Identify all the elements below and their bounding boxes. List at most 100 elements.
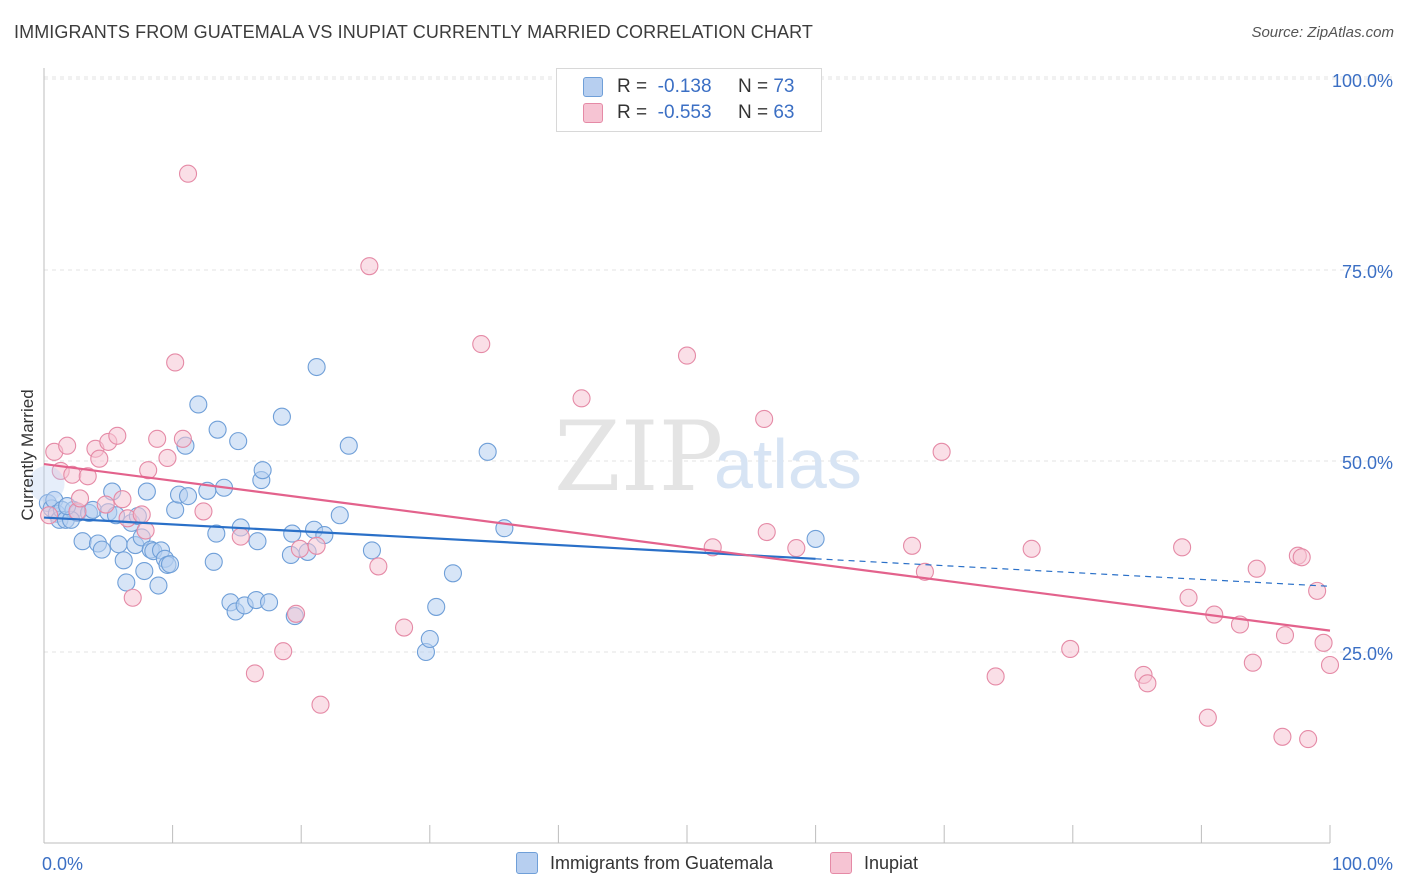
watermark-zip: ZIP bbox=[554, 401, 723, 513]
data-point bbox=[369, 557, 388, 576]
source-label: Source: ZipAtlas.com bbox=[1251, 24, 1394, 41]
data-point bbox=[40, 506, 59, 525]
data-point bbox=[160, 555, 180, 574]
data-point bbox=[478, 442, 497, 461]
legend-n-label: N = bbox=[737, 76, 769, 97]
series-swatch-inupiat bbox=[830, 852, 852, 874]
series-label-guatemala: Immigrants from Guatemala bbox=[550, 852, 774, 873]
data-point bbox=[136, 521, 155, 540]
data-point bbox=[572, 389, 591, 408]
data-point bbox=[1138, 674, 1157, 693]
data-point bbox=[1247, 559, 1266, 578]
data-point bbox=[1022, 539, 1041, 558]
data-point bbox=[1320, 655, 1340, 675]
data-point bbox=[70, 489, 90, 508]
data-point bbox=[108, 426, 127, 445]
y-tick-label: 100.0% bbox=[1332, 71, 1393, 91]
data-point bbox=[395, 618, 414, 637]
data-point bbox=[339, 436, 358, 455]
legend-row-inupiat: R = -0.553 N = 63 bbox=[583, 101, 794, 125]
data-point bbox=[259, 593, 279, 612]
data-point bbox=[986, 667, 1005, 686]
data-point bbox=[290, 539, 309, 558]
cluster-bubble bbox=[28, 465, 65, 502]
data-point bbox=[274, 642, 293, 661]
legend-n-value: 73 bbox=[773, 76, 795, 97]
x-tick-label: 100.0% bbox=[1332, 854, 1393, 874]
data-point bbox=[158, 448, 177, 467]
legend-n-label: N = bbox=[737, 102, 769, 123]
data-point bbox=[1173, 538, 1192, 557]
trend-line bbox=[43, 462, 1331, 632]
data-point bbox=[1179, 588, 1198, 607]
data-point bbox=[114, 551, 133, 570]
data-point bbox=[137, 482, 156, 501]
data-point bbox=[113, 490, 132, 509]
legend-r-label: R = bbox=[617, 102, 648, 123]
data-point bbox=[932, 442, 951, 461]
data-point bbox=[472, 335, 491, 354]
data-point bbox=[1292, 548, 1311, 567]
data-point bbox=[902, 536, 922, 555]
data-point bbox=[207, 524, 226, 543]
data-point bbox=[757, 523, 776, 542]
watermark-atlas: atlas bbox=[714, 425, 862, 503]
data-point bbox=[204, 552, 223, 571]
legend-swatch-guatemala bbox=[583, 77, 603, 97]
legend-row-guatemala: R = -0.138 N = 73 bbox=[583, 75, 794, 99]
legend-r-value: -0.553 bbox=[657, 102, 712, 123]
data-point bbox=[1273, 727, 1292, 746]
data-point bbox=[307, 357, 326, 377]
grid-lines bbox=[44, 76, 1392, 653]
series-swatch-guatemala bbox=[516, 852, 538, 874]
data-point bbox=[166, 353, 185, 372]
data-point bbox=[287, 604, 306, 623]
data-point bbox=[166, 500, 185, 519]
x-tick-label: 0.0% bbox=[42, 854, 83, 874]
data-point bbox=[58, 436, 77, 455]
data-point bbox=[132, 505, 151, 524]
data-point bbox=[109, 535, 128, 554]
legend-n-value: 63 bbox=[773, 102, 795, 123]
data-point bbox=[360, 257, 379, 276]
trend-line-extension bbox=[815, 558, 1331, 587]
data-point bbox=[1314, 633, 1333, 652]
data-point bbox=[272, 407, 291, 426]
data-point bbox=[307, 536, 326, 555]
series-label-inupiat: Inupiat bbox=[864, 852, 919, 873]
data-point bbox=[1275, 626, 1295, 645]
data-point bbox=[330, 506, 349, 525]
data-point bbox=[1308, 581, 1327, 600]
legend-r-value: -0.138 bbox=[657, 76, 712, 97]
data-point bbox=[92, 540, 111, 559]
data-point bbox=[173, 429, 192, 448]
legend-swatch-inupiat bbox=[583, 103, 603, 123]
trend-lines bbox=[43, 462, 1331, 632]
correlation-legend: R = -0.138 N = 73 R = -0.553 N = 63 bbox=[556, 68, 822, 132]
series-legend-inupiat[interactable]: Inupiat bbox=[830, 852, 918, 874]
data-point bbox=[787, 539, 806, 558]
series-legend-guatemala[interactable]: Immigrants from Guatemala bbox=[516, 852, 773, 874]
legend-r-label: R = bbox=[617, 76, 648, 97]
data-point bbox=[1243, 653, 1262, 672]
data-point bbox=[915, 562, 934, 581]
data-point bbox=[229, 432, 248, 451]
data-point bbox=[677, 346, 697, 365]
data-point bbox=[194, 502, 213, 521]
data-point bbox=[806, 529, 825, 548]
data-point bbox=[245, 664, 264, 683]
data-point bbox=[123, 588, 142, 607]
data-point bbox=[178, 164, 198, 183]
data-point bbox=[427, 597, 446, 616]
data-point bbox=[139, 461, 158, 480]
tick-labels: 25.0% 50.0% 75.0% 100.0% 0.0% 100.0% bbox=[42, 71, 1393, 874]
data-point bbox=[755, 409, 774, 429]
data-point bbox=[1299, 730, 1318, 749]
data-point bbox=[420, 629, 439, 649]
data-point bbox=[248, 532, 267, 551]
data-point bbox=[253, 461, 272, 480]
data-point bbox=[362, 541, 381, 560]
data-point bbox=[311, 695, 330, 714]
data-point bbox=[148, 429, 167, 448]
